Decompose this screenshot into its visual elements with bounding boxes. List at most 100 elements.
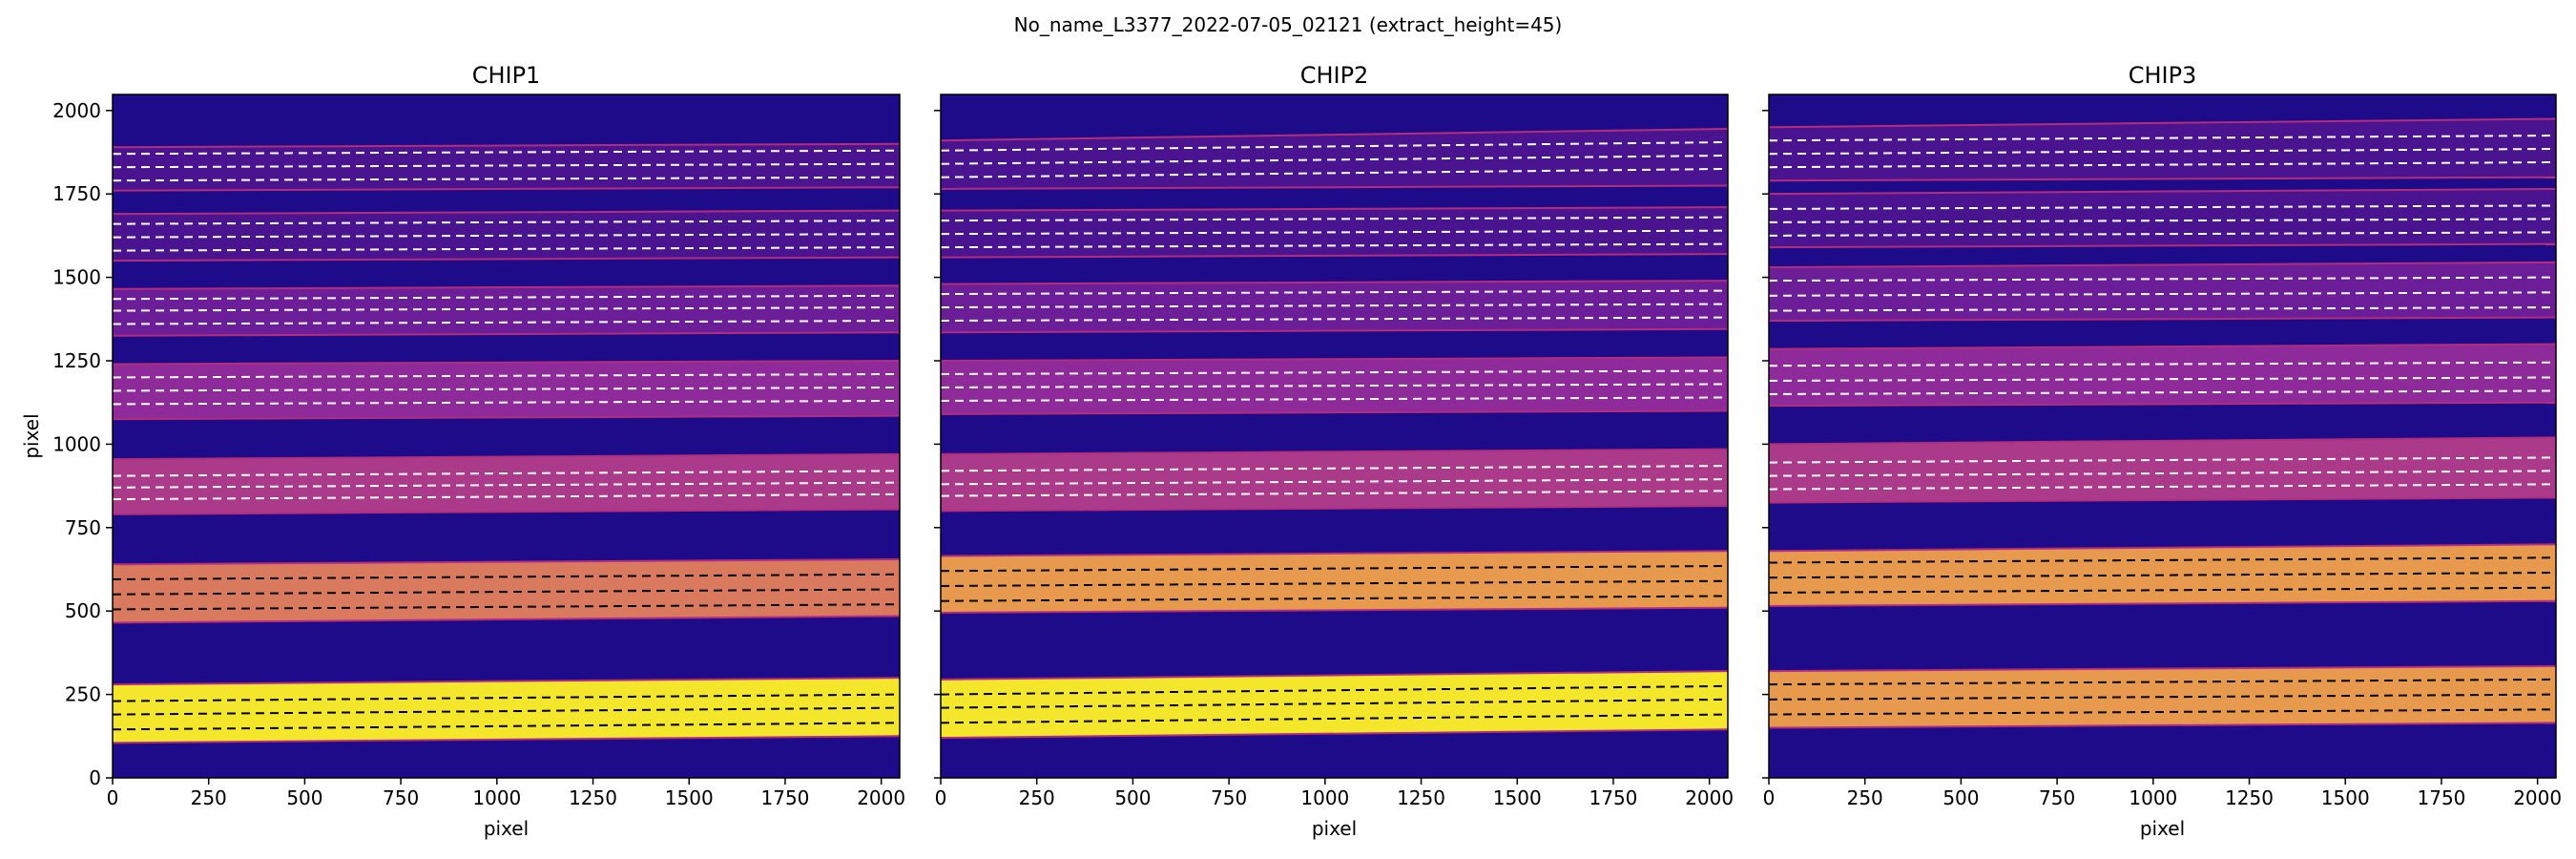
x-axis-label: pixel — [1312, 817, 1357, 840]
x-tick-label: 1750 — [1589, 786, 1638, 809]
order-upper-edge — [1769, 117, 2556, 129]
order-lower-edge — [941, 606, 1728, 614]
extraction-trace — [1769, 708, 2556, 716]
order-upper-edge — [1769, 343, 2556, 350]
order-upper-edge — [941, 550, 1728, 557]
chip-panel-1: CHIP1 0 250 500 750 1000 1250 1500 1750 2000 0 250 5… — [20, 62, 905, 840]
order-lower-edge — [113, 186, 900, 192]
order-upper-edge — [113, 209, 900, 216]
extraction-trace — [941, 154, 1728, 165]
extraction-trace — [113, 220, 900, 225]
x-tick-label: 1750 — [761, 786, 810, 809]
order-band — [941, 551, 1728, 613]
extraction-trace — [941, 383, 1728, 388]
order-lower-edge — [113, 414, 900, 421]
order-lower-edge — [1769, 242, 2556, 249]
axes-frame — [112, 94, 901, 779]
order-lower-edge — [1769, 496, 2556, 504]
extraction-trace — [113, 306, 900, 312]
x-tick-label: 2000 — [1685, 786, 1734, 809]
extraction-trace — [941, 369, 1728, 375]
extraction-trace — [1769, 276, 2556, 283]
order-lower-edge — [113, 508, 900, 515]
extraction-trace — [941, 490, 1728, 497]
x-tick-label: 1000 — [472, 786, 521, 809]
x-tick-label: 1750 — [2418, 786, 2466, 809]
order-upper-edge — [1769, 543, 2556, 553]
extraction-trace — [113, 693, 900, 702]
extraction-trace — [941, 713, 1728, 724]
extraction-trace — [941, 316, 1728, 323]
extraction-trace — [1769, 204, 2556, 210]
extraction-trace — [1769, 147, 2556, 156]
order-lower-edge — [1769, 176, 2556, 182]
order-upper-edge — [113, 558, 900, 566]
extraction-trace — [113, 149, 900, 156]
chip-panels: CHIP1 0 250 500 750 1000 1250 1500 1750 2000 0 250 5… — [20, 62, 2562, 840]
extraction-trace — [1769, 218, 2556, 223]
x-tick-label: 1500 — [2321, 786, 2370, 809]
extraction-trace — [941, 478, 1728, 486]
extraction-trace — [1769, 231, 2556, 237]
extraction-trace — [1769, 456, 2556, 464]
axes-frame — [1768, 94, 2557, 779]
x-tick-label: 750 — [2039, 786, 2075, 809]
x-tick-label: 2000 — [857, 786, 905, 809]
x-tick-label: 250 — [191, 786, 227, 809]
order-lower-edge — [941, 409, 1728, 415]
x-tick-label: 1500 — [665, 786, 714, 809]
order-upper-edge — [941, 206, 1728, 212]
order-lower-edge — [941, 184, 1728, 190]
extraction-trace — [941, 167, 1728, 178]
order-lower-edge — [113, 331, 900, 337]
y-tick-label: 2000 — [52, 99, 101, 122]
order-lower-edge — [1769, 722, 2556, 729]
order-upper-edge — [1769, 664, 2556, 673]
x-tick-label: 500 — [1114, 786, 1151, 809]
extraction-trace — [113, 176, 900, 182]
x-tick-label: 250 — [1847, 786, 1883, 809]
x-tick-label: 750 — [1211, 786, 1247, 809]
order-band — [113, 285, 900, 336]
extraction-trace — [113, 294, 900, 301]
extraction-trace — [941, 289, 1728, 296]
order-upper-edge — [113, 284, 900, 290]
order-band — [941, 449, 1728, 512]
x-tick-label: 1250 — [569, 786, 617, 809]
order-band — [1769, 118, 2556, 181]
y-tick-label: 1250 — [52, 349, 101, 372]
extraction-trace — [113, 386, 900, 392]
y-tick-label: 250 — [65, 683, 101, 706]
y-tick-label: 750 — [65, 516, 101, 539]
order-lower-edge — [941, 327, 1728, 334]
chip-title: CHIP2 — [1300, 62, 1369, 89]
order-band — [1769, 437, 2556, 503]
extraction-trace — [1769, 586, 2556, 594]
order-lower-edge — [113, 615, 900, 624]
extraction-trace — [113, 372, 900, 379]
order-upper-edge — [1769, 261, 2556, 269]
extraction-trace — [1769, 470, 2556, 477]
axes-frame — [940, 94, 1729, 779]
order-upper-edge — [113, 452, 900, 461]
order-upper-edge — [1769, 187, 2556, 196]
extraction-trace — [941, 595, 1728, 602]
order-upper-edge — [941, 356, 1728, 362]
x-tick-label: 1500 — [1493, 786, 1542, 809]
x-axis-label: pixel — [2140, 817, 2185, 840]
order-band — [1769, 262, 2556, 322]
order-lower-edge — [941, 253, 1728, 259]
extraction-trace — [941, 242, 1728, 249]
y-tick-label: 500 — [65, 599, 101, 622]
x-tick-label: 0 — [935, 786, 947, 809]
x-tick-label: 0 — [1763, 786, 1776, 809]
x-axis-label: pixel — [484, 817, 529, 840]
extraction-trace — [941, 303, 1728, 309]
extraction-trace — [113, 706, 900, 716]
extraction-trace — [1769, 389, 2556, 395]
chip-title: CHIP1 — [472, 62, 541, 89]
order-upper-edge — [113, 359, 900, 366]
order-upper-edge — [941, 670, 1728, 681]
chip-title: CHIP3 — [2129, 62, 2197, 89]
